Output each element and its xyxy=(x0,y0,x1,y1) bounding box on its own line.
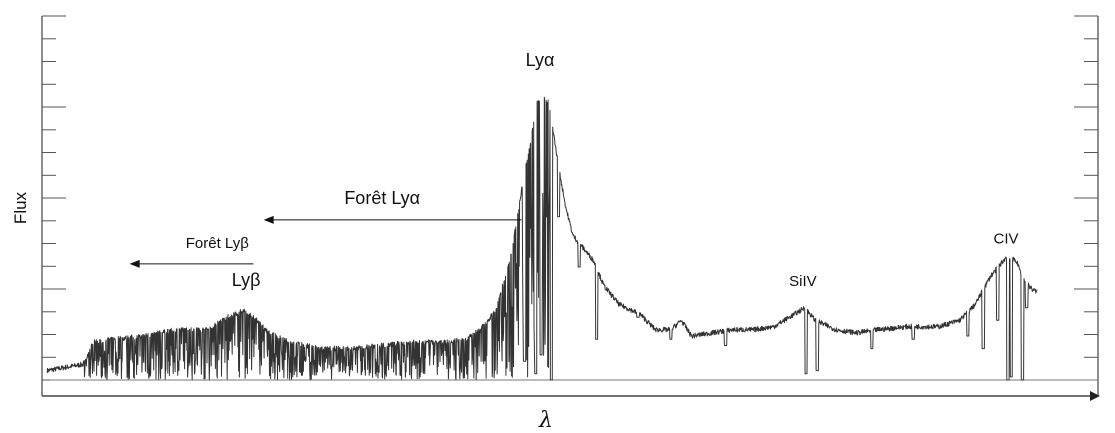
right-axis-ticks xyxy=(1074,15,1098,381)
chart-axes xyxy=(41,16,1100,401)
forest-arrows xyxy=(129,215,522,268)
forest-arrow-head xyxy=(263,215,274,224)
lyman-alpha-label: Lyα xyxy=(526,50,555,70)
left-axis-ticks xyxy=(42,15,66,381)
lyman-beta-label: Lyβ xyxy=(232,270,261,290)
quasar-spectrum-line xyxy=(46,96,1038,381)
siiv-label: SiIV xyxy=(789,273,817,290)
forest-arrow-head xyxy=(129,259,140,268)
x-axis-arrowhead xyxy=(1090,391,1100,401)
lyman-beta-forest-label: Forêt Lyβ xyxy=(186,235,249,252)
x-axis-label: λ xyxy=(538,408,553,433)
lyman-alpha-forest-label: Forêt Lyα xyxy=(344,188,420,208)
y-axis-label: Flux xyxy=(11,191,30,224)
civ-label: CIV xyxy=(993,230,1018,247)
